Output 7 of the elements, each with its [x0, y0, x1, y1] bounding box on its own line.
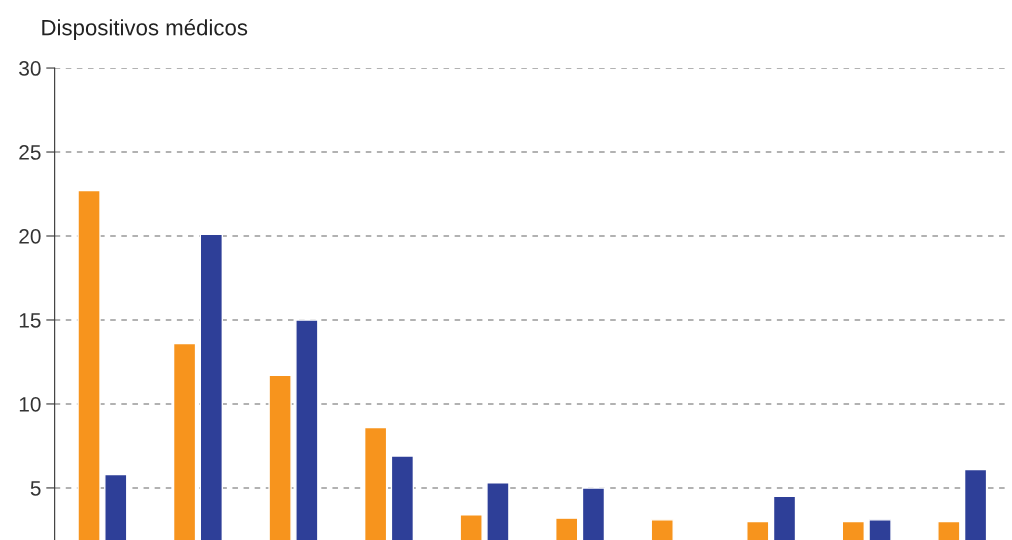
y-tick-label: 30	[19, 61, 41, 76]
y-tick-label: 15	[19, 313, 41, 328]
y-tick-label: 10	[19, 396, 41, 412]
y-tick-label: 5	[30, 481, 41, 496]
y-tick-label: 20	[19, 229, 41, 244]
y-tick-label: 25	[19, 145, 41, 160]
chart-title: Dispositivos médicos	[42, 18, 248, 40]
